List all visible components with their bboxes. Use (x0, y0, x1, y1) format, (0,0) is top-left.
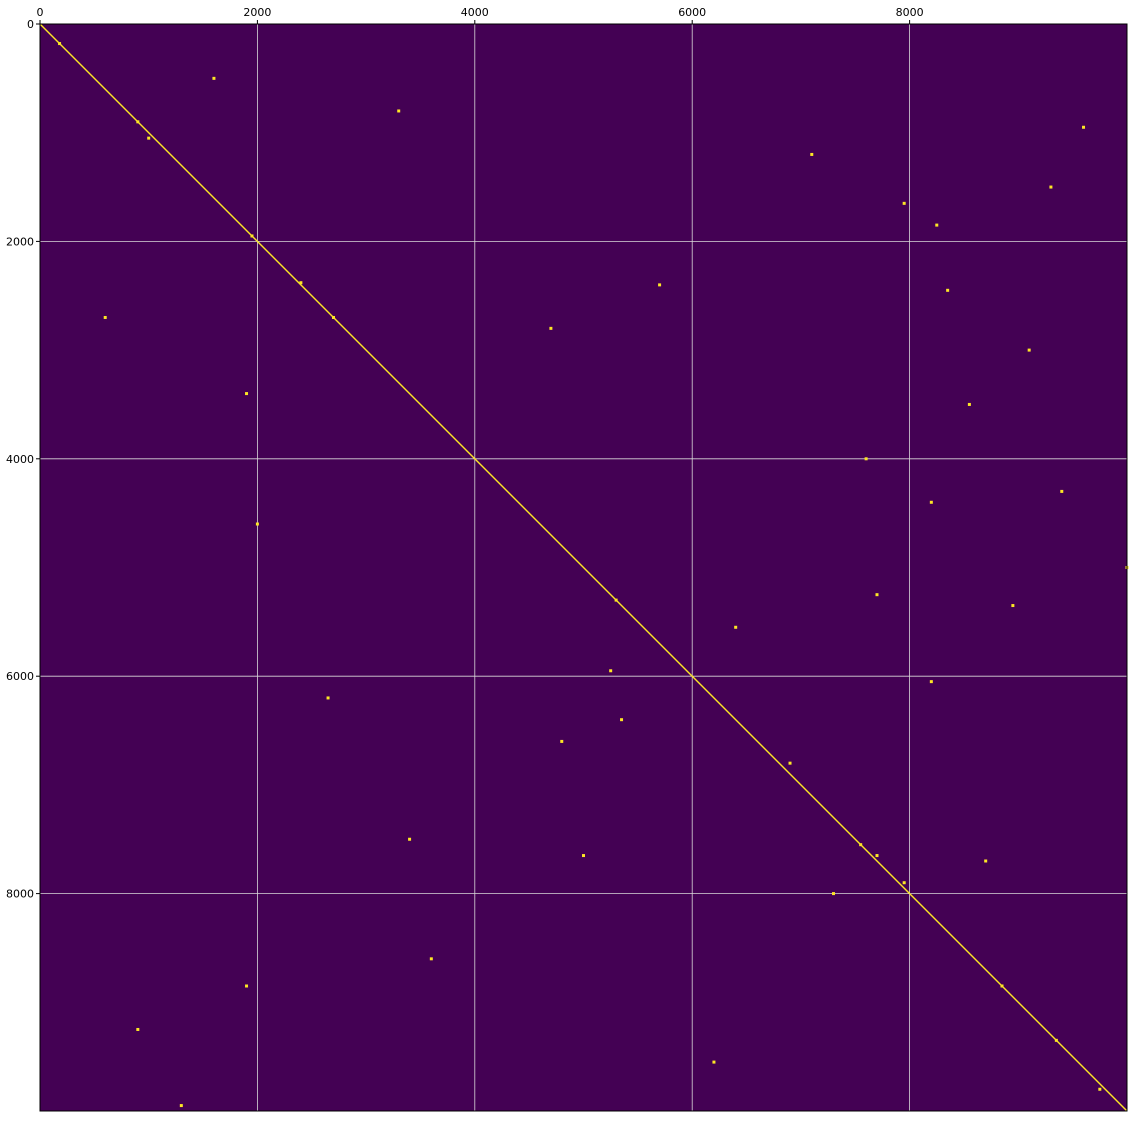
data-point (179, 1104, 183, 1108)
data-point (1098, 1087, 1102, 1091)
data-point (331, 315, 335, 319)
y-tick-label: 4000 (6, 453, 34, 466)
data-point (935, 223, 939, 227)
data-point (429, 957, 433, 961)
x-tick-label: 2000 (243, 6, 271, 19)
data-point (902, 201, 906, 205)
x-tick-label: 0 (37, 6, 44, 19)
data-point (929, 500, 933, 504)
data-point (1000, 984, 1004, 988)
x-tick-label: 6000 (678, 6, 706, 19)
data-point (1060, 489, 1064, 493)
data-point (1027, 348, 1031, 352)
data-point (1049, 185, 1053, 189)
diagonal-line (39, 23, 1128, 1112)
data-point (245, 984, 249, 988)
data-point (734, 625, 738, 629)
data-point (1082, 125, 1086, 129)
data-point (859, 843, 863, 847)
data-point (212, 76, 216, 80)
data-point (609, 669, 613, 673)
data-point (1011, 604, 1015, 608)
data-point (832, 892, 836, 896)
y-tick-label: 6000 (6, 670, 34, 683)
data-point (788, 761, 792, 765)
data-point (245, 392, 249, 396)
data-point (614, 598, 618, 602)
data-point (929, 680, 933, 684)
data-point (560, 739, 564, 743)
data-point (984, 859, 988, 863)
data-point (136, 120, 140, 124)
data-point (946, 288, 950, 292)
data-point (408, 837, 412, 841)
y-tick-label: 8000 (6, 888, 34, 901)
data-point (103, 315, 107, 319)
data-point (549, 326, 553, 330)
data-point (255, 522, 259, 526)
x-tick-label: 8000 (896, 6, 924, 19)
data-point (326, 696, 330, 700)
data-point (58, 42, 62, 46)
data-point (250, 234, 254, 238)
data-point (712, 1060, 716, 1064)
data-point (147, 136, 151, 140)
plot-frame (39, 23, 1128, 1112)
data-point (902, 881, 906, 885)
data-point (658, 283, 662, 287)
data-point (397, 109, 401, 113)
data-point (1054, 1038, 1058, 1042)
data-point (299, 281, 303, 285)
y-tick-label: 2000 (6, 235, 34, 248)
data-point (967, 402, 971, 406)
data-point (620, 718, 624, 722)
y-tick-label: 0 (27, 18, 34, 31)
data-point (864, 457, 868, 461)
data-point (875, 854, 879, 858)
data-point (582, 854, 585, 858)
x-tick-label: 4000 (461, 6, 489, 19)
data-point (810, 152, 814, 156)
data-point (875, 593, 879, 597)
data-point (136, 1027, 140, 1031)
